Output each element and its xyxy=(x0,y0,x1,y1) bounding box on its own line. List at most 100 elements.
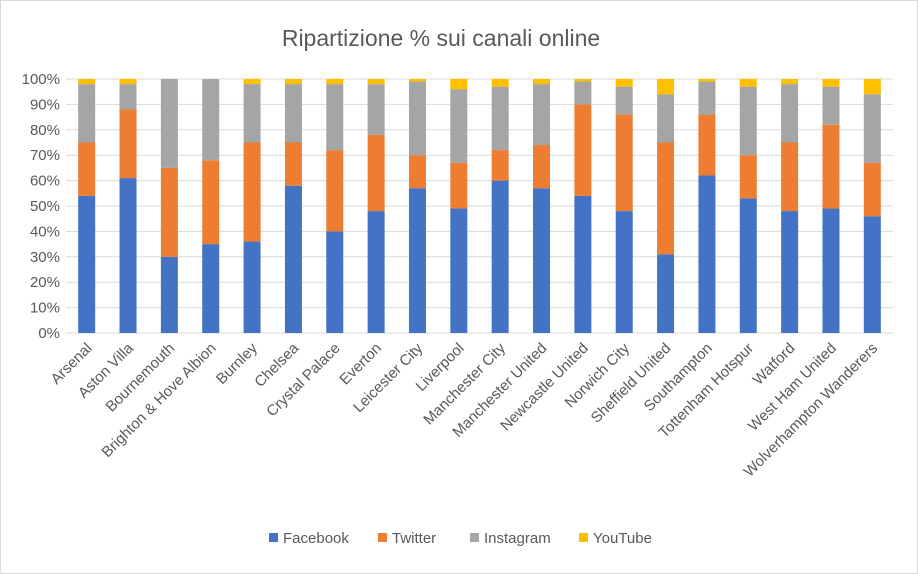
bar-youtube xyxy=(863,79,881,95)
bar-instagram xyxy=(243,84,261,143)
bar-twitter xyxy=(202,160,220,245)
legend: Facebook Twitter Instagram YouTube xyxy=(269,530,652,547)
bar-twitter xyxy=(243,142,261,242)
bar-twitter xyxy=(533,145,551,189)
bar-twitter xyxy=(450,162,468,209)
bar-facebook xyxy=(78,195,96,333)
bar-instagram xyxy=(450,89,468,163)
bar-instagram xyxy=(822,86,840,125)
bar-youtube xyxy=(408,79,426,82)
bar-youtube xyxy=(657,79,675,95)
bar-youtube xyxy=(615,79,633,87)
y-tick-label: 10% xyxy=(30,300,60,317)
bar-instagram xyxy=(698,81,716,115)
bar-facebook xyxy=(160,256,178,333)
legend-label: Twitter xyxy=(392,530,436,547)
bar-instagram xyxy=(284,84,302,143)
bar-facebook xyxy=(408,188,426,333)
bar-facebook xyxy=(119,178,137,333)
bar-youtube xyxy=(491,79,509,87)
legend-swatch xyxy=(470,533,479,542)
bar-youtube xyxy=(119,79,137,85)
y-tick-label: 0% xyxy=(38,325,60,342)
bar-facebook xyxy=(698,175,716,333)
bar-youtube xyxy=(781,79,799,85)
bar-twitter xyxy=(284,142,302,186)
bar-facebook xyxy=(450,208,468,333)
y-tick-label: 20% xyxy=(30,274,60,291)
bar-twitter xyxy=(822,124,840,209)
bar-instagram xyxy=(491,86,509,151)
bar-instagram xyxy=(119,84,137,110)
bar-twitter xyxy=(408,155,426,189)
bar-instagram xyxy=(615,86,633,115)
bar-facebook xyxy=(822,208,840,333)
bar-instagram xyxy=(739,86,757,156)
bar-instagram xyxy=(408,81,426,156)
bar-youtube xyxy=(243,79,261,85)
legend-label: Facebook xyxy=(283,530,349,547)
bar-instagram xyxy=(533,84,551,146)
bar-youtube xyxy=(822,79,840,87)
bar-instagram xyxy=(202,79,220,161)
bar-instagram xyxy=(160,79,178,168)
bar-facebook xyxy=(615,211,633,333)
bar-instagram xyxy=(326,84,344,151)
y-tick-label: 40% xyxy=(30,223,60,240)
bar-instagram xyxy=(574,81,592,105)
x-category-label: Crystal Palace xyxy=(263,340,343,420)
bar-facebook xyxy=(367,211,385,333)
bar-twitter xyxy=(574,104,592,196)
bar-facebook xyxy=(243,241,261,333)
bar-twitter xyxy=(698,114,716,176)
bar-facebook xyxy=(657,254,675,333)
bar-facebook xyxy=(739,198,757,333)
bar-youtube xyxy=(698,79,716,82)
bar-facebook xyxy=(863,216,881,333)
bar-instagram xyxy=(78,84,96,143)
bar-twitter xyxy=(657,142,675,255)
y-tick-label: 50% xyxy=(30,198,60,215)
bar-instagram xyxy=(781,84,799,143)
bar-youtube xyxy=(450,79,468,90)
bar-youtube xyxy=(367,79,385,85)
y-tick-label: 60% xyxy=(30,173,60,190)
bar-twitter xyxy=(119,109,137,179)
bar-instagram xyxy=(367,84,385,135)
legend-swatch xyxy=(269,533,278,542)
bar-youtube xyxy=(78,79,96,85)
bar-facebook xyxy=(574,195,592,333)
bar-facebook xyxy=(284,185,302,333)
bar-facebook xyxy=(781,211,799,333)
bars xyxy=(78,79,881,333)
bar-youtube xyxy=(574,79,592,82)
bar-facebook xyxy=(491,180,509,333)
bar-twitter xyxy=(326,150,344,232)
bar-twitter xyxy=(739,155,757,199)
legend-label: YouTube xyxy=(593,530,652,547)
y-tick-label: 30% xyxy=(30,249,60,266)
bar-twitter xyxy=(78,142,96,196)
bar-twitter xyxy=(781,142,799,212)
y-tick-label: 90% xyxy=(30,96,60,113)
legend-swatch xyxy=(579,533,588,542)
bar-youtube xyxy=(326,79,344,85)
bar-twitter xyxy=(863,162,881,217)
bar-instagram xyxy=(657,94,675,143)
bar-youtube xyxy=(739,79,757,87)
chart-title: Ripartizione % sui canali online xyxy=(282,25,600,51)
bar-twitter xyxy=(367,134,385,212)
bar-facebook xyxy=(533,188,551,333)
bar-youtube xyxy=(284,79,302,85)
y-tick-label: 80% xyxy=(30,122,60,139)
y-tick-label: 100% xyxy=(22,71,60,88)
bar-facebook xyxy=(202,244,220,333)
bar-facebook xyxy=(326,231,344,333)
bar-twitter xyxy=(491,150,509,181)
bar-instagram xyxy=(863,94,881,163)
legend-swatch xyxy=(378,533,387,542)
bar-twitter xyxy=(615,114,633,212)
